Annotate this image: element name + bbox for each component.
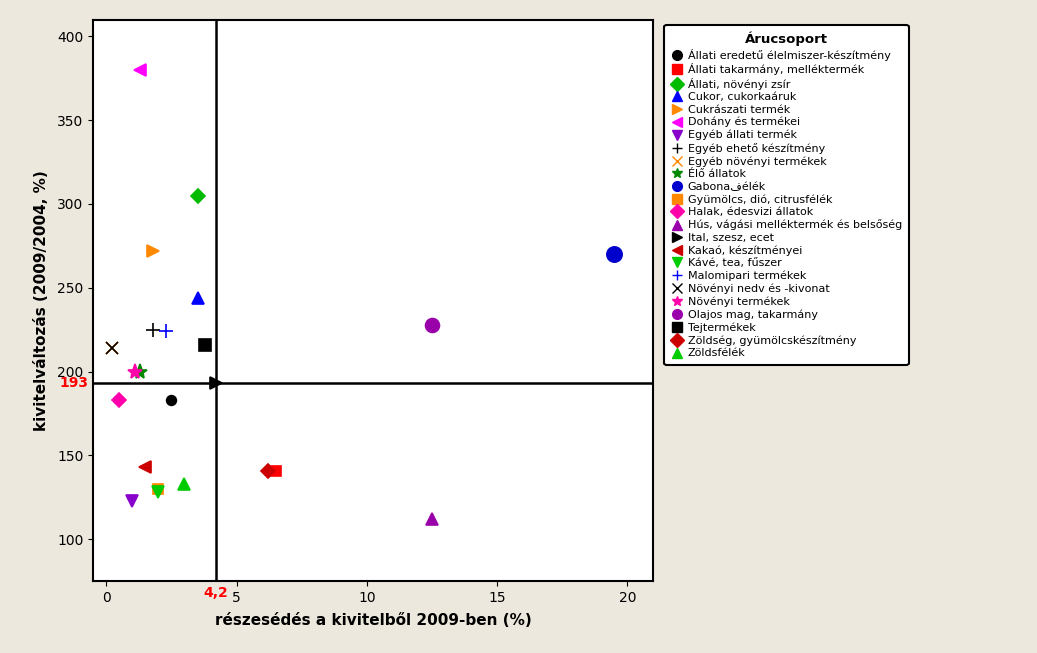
Y-axis label: kivitelváltozás (2009/2004, %): kivitelváltozás (2009/2004, %) — [34, 170, 49, 431]
Text: 193: 193 — [59, 376, 88, 390]
X-axis label: részesédés a kivitelből 2009-ben (%): részesédés a kivitelből 2009-ben (%) — [215, 613, 532, 628]
Legend: Állati eredetű élelmiszer-készítmény, Állati takarmány, melléktermék, Állati, nö: Állati eredetű élelmiszer-készítmény, Ál… — [665, 25, 908, 365]
Text: 4,2: 4,2 — [203, 586, 228, 600]
